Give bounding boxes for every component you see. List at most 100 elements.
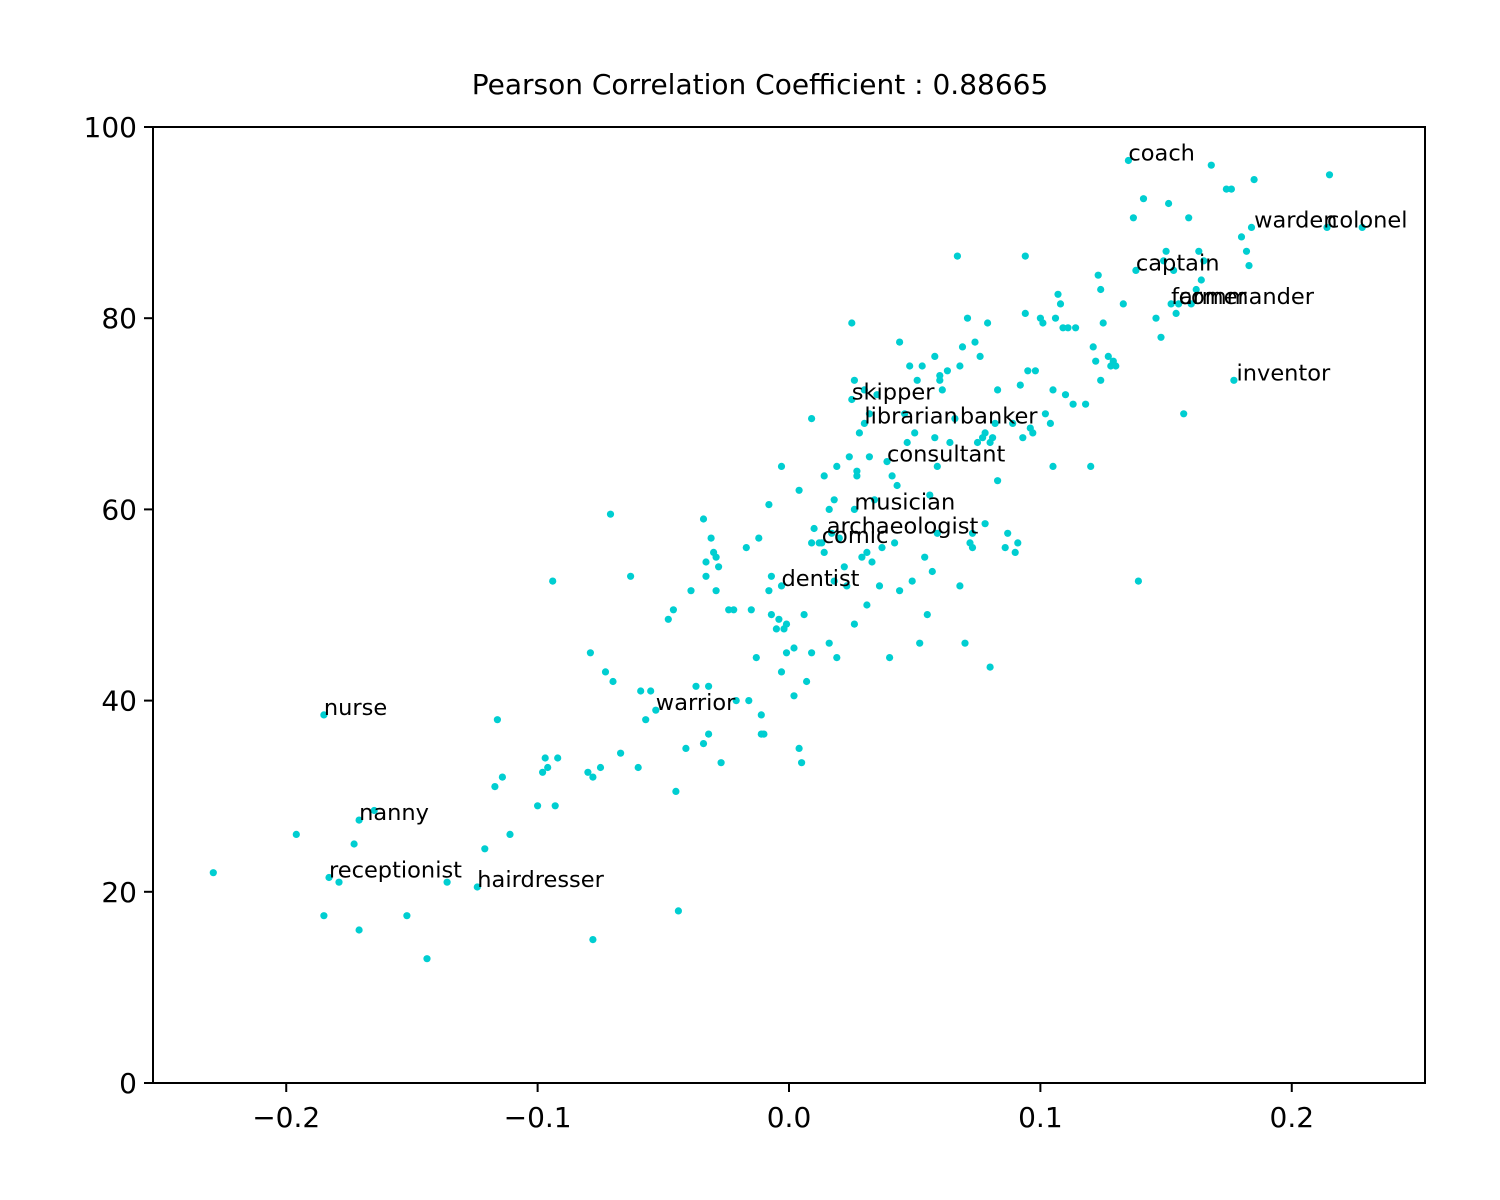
data-point bbox=[1152, 314, 1160, 322]
data-point bbox=[1009, 419, 1017, 427]
data-point bbox=[833, 462, 841, 470]
data-point bbox=[921, 553, 929, 561]
data-point bbox=[1089, 343, 1097, 351]
data-point bbox=[1170, 266, 1178, 274]
data-point bbox=[1134, 577, 1142, 585]
data-point bbox=[1325, 171, 1334, 179]
data-point bbox=[830, 577, 838, 585]
data-point bbox=[403, 912, 411, 920]
data-point bbox=[901, 410, 909, 418]
data-point bbox=[873, 391, 881, 399]
data-point bbox=[1097, 376, 1105, 384]
data-point bbox=[712, 587, 720, 595]
data-point bbox=[1119, 300, 1127, 308]
data-point bbox=[506, 830, 514, 839]
data-point bbox=[637, 687, 645, 695]
point-annotation: nurse bbox=[324, 695, 387, 721]
point-annotation: commander bbox=[1179, 284, 1315, 310]
data-point bbox=[715, 563, 723, 571]
data-point bbox=[953, 252, 962, 260]
data-point bbox=[936, 372, 944, 380]
data-point bbox=[1242, 247, 1251, 255]
data-point bbox=[777, 582, 786, 590]
data-point bbox=[443, 878, 451, 886]
data-point bbox=[1021, 309, 1029, 317]
data-point bbox=[699, 740, 708, 748]
data-point bbox=[1358, 223, 1366, 231]
data-point bbox=[1165, 199, 1173, 208]
data-point bbox=[853, 472, 861, 480]
data-point bbox=[1222, 185, 1230, 193]
data-point bbox=[896, 587, 904, 595]
data-point bbox=[702, 572, 710, 580]
data-point bbox=[554, 754, 562, 762]
data-point bbox=[800, 611, 808, 619]
data-point bbox=[1051, 314, 1060, 322]
data-point bbox=[742, 544, 750, 552]
data-point bbox=[767, 611, 776, 619]
data-point bbox=[875, 582, 884, 590]
data-point bbox=[757, 711, 765, 719]
data-point bbox=[320, 912, 328, 920]
data-point bbox=[878, 544, 886, 552]
data-point bbox=[896, 338, 904, 346]
data-point bbox=[808, 539, 816, 547]
data-point bbox=[958, 343, 967, 351]
data-point bbox=[712, 553, 720, 561]
data-point bbox=[1049, 386, 1057, 394]
data-point bbox=[725, 606, 733, 614]
data-point bbox=[699, 515, 708, 523]
data-point bbox=[1162, 247, 1170, 255]
y-tick-label: 0 bbox=[119, 1067, 137, 1100]
data-point bbox=[1011, 548, 1019, 557]
data-point bbox=[833, 654, 841, 662]
data-point bbox=[1129, 214, 1137, 222]
data-point bbox=[335, 878, 343, 886]
data-point bbox=[1069, 400, 1077, 408]
data-point bbox=[1097, 285, 1105, 294]
data-point bbox=[926, 491, 934, 499]
data-point bbox=[870, 496, 879, 504]
y-tick-label: 100 bbox=[84, 111, 137, 144]
data-point bbox=[1029, 429, 1037, 437]
data-point bbox=[777, 668, 786, 676]
x-tick-label: 0.2 bbox=[1270, 1101, 1315, 1134]
data-point bbox=[1056, 300, 1065, 308]
point-annotation: comic bbox=[822, 523, 889, 549]
data-point bbox=[350, 840, 358, 848]
data-point bbox=[981, 520, 989, 528]
y-tick-label: 40 bbox=[101, 685, 137, 718]
data-point bbox=[707, 534, 715, 542]
data-point bbox=[888, 472, 896, 480]
data-point bbox=[903, 438, 911, 447]
data-point bbox=[1124, 156, 1132, 165]
data-point bbox=[760, 730, 768, 738]
data-point bbox=[858, 553, 866, 561]
data-point bbox=[810, 524, 818, 533]
data-point bbox=[692, 682, 700, 690]
data-point bbox=[1200, 257, 1208, 265]
data-point bbox=[609, 677, 617, 686]
point-annotation: farmer bbox=[1171, 284, 1247, 310]
data-point bbox=[808, 649, 816, 657]
y-tick-label: 60 bbox=[101, 493, 137, 526]
y-tick-label: 20 bbox=[101, 876, 137, 909]
data-point bbox=[848, 395, 856, 404]
point-annotation: dentist bbox=[782, 566, 860, 592]
data-point bbox=[1180, 410, 1188, 418]
point-annotation: receptionist bbox=[329, 858, 462, 884]
data-point bbox=[790, 692, 798, 700]
data-point bbox=[1064, 324, 1072, 332]
x-tick-label: 0.0 bbox=[767, 1101, 812, 1134]
data-point bbox=[617, 749, 625, 757]
data-point bbox=[481, 845, 489, 853]
data-point bbox=[961, 639, 969, 647]
data-point bbox=[963, 314, 972, 322]
data-point bbox=[549, 577, 557, 585]
data-point bbox=[790, 644, 798, 652]
data-point bbox=[1059, 324, 1067, 332]
point-annotation: warden bbox=[1254, 207, 1337, 233]
